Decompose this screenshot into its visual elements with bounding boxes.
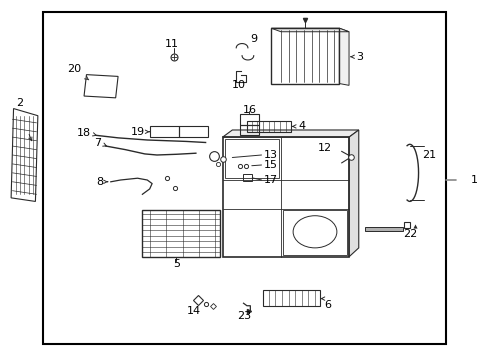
Polygon shape <box>348 130 358 257</box>
Text: 23: 23 <box>237 311 251 321</box>
Polygon shape <box>271 28 348 32</box>
Text: 10: 10 <box>231 80 245 90</box>
Text: 20: 20 <box>67 64 81 74</box>
Bar <box>179 126 207 137</box>
Text: 11: 11 <box>164 39 178 49</box>
Text: 17: 17 <box>264 175 278 185</box>
Text: 19: 19 <box>130 127 144 137</box>
Polygon shape <box>339 28 348 85</box>
Bar <box>365 227 402 231</box>
Text: 12: 12 <box>317 143 331 153</box>
Bar <box>222 137 348 257</box>
Text: 7: 7 <box>94 138 101 148</box>
Text: 1: 1 <box>469 175 477 185</box>
Bar <box>42 12 446 344</box>
Text: 21: 21 <box>421 150 435 160</box>
Text: 8: 8 <box>96 177 103 187</box>
Text: 16: 16 <box>242 105 256 115</box>
Bar <box>271 28 339 84</box>
Text: 2: 2 <box>16 98 23 108</box>
Bar <box>246 121 290 132</box>
Text: 3: 3 <box>356 52 363 62</box>
Text: 22: 22 <box>402 229 416 239</box>
Bar <box>239 114 259 125</box>
Text: 9: 9 <box>250 34 257 44</box>
Text: 15: 15 <box>264 160 277 170</box>
Text: 4: 4 <box>297 121 305 131</box>
Bar <box>263 290 319 306</box>
Text: 5: 5 <box>173 259 180 269</box>
Bar <box>142 210 220 257</box>
Text: 13: 13 <box>264 150 277 160</box>
Polygon shape <box>222 130 358 137</box>
Text: 18: 18 <box>77 128 91 138</box>
Bar <box>149 126 179 137</box>
Bar <box>239 125 259 135</box>
Polygon shape <box>11 109 38 202</box>
Text: 14: 14 <box>186 306 200 316</box>
Bar <box>283 210 346 255</box>
Bar <box>224 139 278 178</box>
Bar <box>242 174 251 181</box>
Polygon shape <box>84 75 118 98</box>
Circle shape <box>292 216 336 248</box>
Text: 6: 6 <box>324 300 331 310</box>
